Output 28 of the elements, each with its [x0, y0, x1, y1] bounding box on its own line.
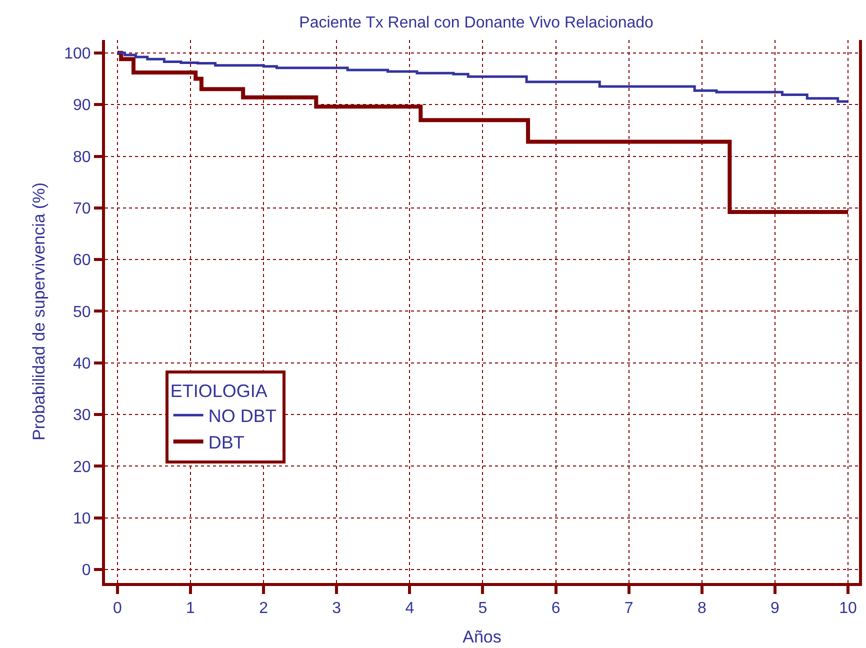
legend-label: DBT — [208, 432, 244, 453]
y-tick-label: 100 — [64, 46, 91, 63]
x-tick-label: 0 — [112, 600, 122, 618]
legend-label: NO DBT — [208, 406, 276, 426]
y-tick-label: 40 — [73, 356, 91, 373]
y-tick-label: 80 — [73, 148, 91, 166]
y-tick-label: 70 — [73, 200, 91, 218]
x-tick-label: 4 — [405, 600, 414, 618]
y-tick-label: 10 — [73, 510, 91, 528]
x-tick-label: 6 — [551, 600, 560, 618]
y-axis-title: Probabilidad de supervivencia (%) — [30, 182, 49, 440]
y-tick-label: 50 — [73, 304, 91, 321]
x-tick-label: 1 — [186, 600, 196, 618]
x-tick-label: 8 — [697, 600, 706, 618]
y-tick-label: 20 — [73, 458, 91, 476]
x-tick-label: 5 — [478, 600, 488, 618]
y-tick-label: 30 — [73, 407, 91, 424]
x-tick-label: 9 — [770, 600, 780, 618]
y-tick-label: 60 — [73, 252, 91, 270]
chart-title: Paciente Tx Renal con Donante Vivo Relacionado — [299, 14, 654, 32]
x-tick-label: 3 — [332, 600, 342, 618]
x-tick-label: 7 — [624, 600, 634, 618]
x-axis-title: Años — [462, 628, 502, 647]
x-tick-label: 10 — [839, 600, 858, 618]
y-tick-label: 0 — [82, 562, 91, 580]
y-tick-label: 90 — [73, 97, 91, 114]
x-tick-label: 2 — [259, 600, 268, 618]
legend-title: ETIOLOGIA — [170, 380, 268, 401]
